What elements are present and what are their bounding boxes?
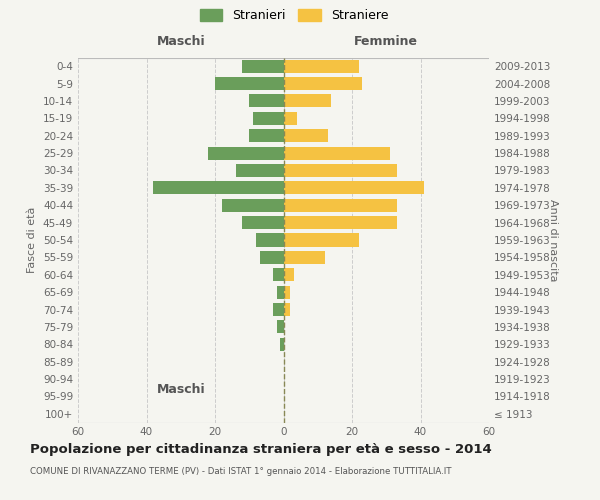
Bar [277, 320, 284, 334]
Bar [249, 94, 284, 108]
Bar [284, 112, 297, 125]
Bar [284, 198, 397, 212]
Bar [284, 234, 359, 246]
Legend: Stranieri, Straniere: Stranieri, Straniere [197, 6, 391, 25]
Bar [284, 129, 328, 142]
Bar [284, 164, 397, 177]
Bar [222, 198, 284, 212]
Bar [208, 146, 284, 160]
Bar [236, 164, 284, 177]
Bar [284, 216, 397, 229]
Bar [284, 303, 290, 316]
Bar [260, 251, 284, 264]
Bar [284, 268, 294, 281]
Bar [284, 251, 325, 264]
Y-axis label: Anni di nascita: Anni di nascita [548, 198, 557, 281]
Bar [273, 268, 284, 281]
Bar [242, 60, 284, 72]
Bar [249, 129, 284, 142]
Bar [284, 77, 362, 90]
Bar [273, 303, 284, 316]
Bar [256, 234, 284, 246]
Bar [277, 286, 284, 298]
Bar [284, 182, 424, 194]
Bar [215, 77, 284, 90]
Text: Maschi: Maschi [157, 36, 205, 49]
Text: Maschi: Maschi [157, 382, 205, 396]
Text: Femmine: Femmine [354, 36, 418, 49]
Bar [284, 94, 331, 108]
Text: Popolazione per cittadinanza straniera per età e sesso - 2014: Popolazione per cittadinanza straniera p… [30, 442, 492, 456]
Bar [284, 286, 290, 298]
Y-axis label: Fasce di età: Fasce di età [28, 207, 37, 273]
Text: COMUNE DI RIVANAZZANO TERME (PV) - Dati ISTAT 1° gennaio 2014 - Elaborazione TUT: COMUNE DI RIVANAZZANO TERME (PV) - Dati … [30, 468, 452, 476]
Bar [154, 182, 284, 194]
Bar [242, 216, 284, 229]
Bar [284, 146, 389, 160]
Bar [284, 60, 359, 72]
Bar [280, 338, 284, 351]
Bar [253, 112, 284, 125]
